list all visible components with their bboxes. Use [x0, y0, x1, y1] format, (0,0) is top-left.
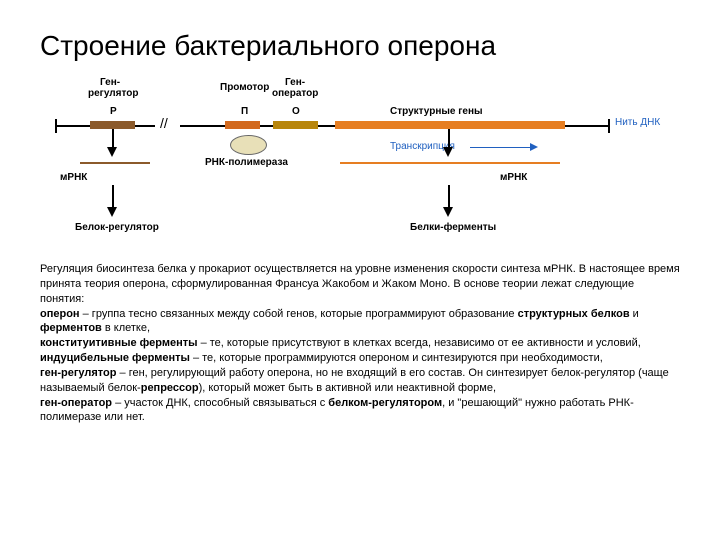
transcription-arrow-line: [470, 147, 530, 148]
operon-diagram: Ген- регулятор Промотор Ген- оператор Р …: [40, 77, 680, 252]
arrow-stem-1: [112, 129, 114, 147]
tick-right: [608, 119, 610, 133]
arrow-stem-4: [448, 185, 450, 207]
paragraph-3: конституитивные ферменты – те, которые п…: [40, 336, 680, 351]
segment-operator: [273, 121, 318, 129]
arrow-stem-2: [112, 185, 114, 207]
tick-left: [55, 119, 57, 133]
label-dna-thread: Нить ДНК: [615, 117, 660, 128]
label-gene-regulator-1: Ген-: [100, 77, 120, 88]
arrow-head-2: [107, 207, 117, 217]
label-pi: П: [241, 106, 248, 117]
paragraph-5: ген-регулятор – ген, регулирующий работу…: [40, 366, 680, 396]
label-structural-genes: Структурные гены: [390, 106, 483, 117]
arrow-head-4: [443, 207, 453, 217]
arrow-stem-3: [448, 129, 450, 147]
label-p: Р: [110, 106, 117, 117]
paragraph-6: ген-оператор – участок ДНК, способный св…: [40, 396, 680, 426]
rna-polymerase-shape: [230, 135, 267, 155]
arrow-head-3: [443, 147, 453, 157]
mrna-left-line: [80, 162, 150, 164]
label-o: О: [292, 106, 300, 117]
mrna-right-line: [340, 162, 560, 164]
label-rna-polymerase: РНК-полимераза: [205, 157, 288, 168]
label-gene-regulator-2: регулятор: [88, 88, 138, 99]
segment-regulator: [90, 121, 135, 129]
dna-break: //: [160, 115, 168, 131]
label-protein-regulator: Белок-регулятор: [75, 222, 159, 233]
label-promoter: Промотор: [220, 82, 269, 93]
paragraph-1: Регуляция биосинтеза белка у прокариот о…: [40, 262, 680, 307]
label-protein-enzymes: Белки-ферменты: [410, 222, 496, 233]
body-text: Регуляция биосинтеза белка у прокариот о…: [40, 262, 680, 425]
arrow-head-1: [107, 147, 117, 157]
transcription-arrow-head: [530, 143, 538, 151]
paragraph-2: оперон – группа тесно связанных между со…: [40, 307, 680, 337]
segment-promoter: [225, 121, 260, 129]
label-mrna-left: мРНК: [60, 172, 87, 183]
label-mrna-right: мРНК: [500, 172, 527, 183]
segment-structural: [335, 121, 565, 129]
page-title: Строение бактериального оперона: [40, 30, 680, 62]
paragraph-4: индуцибельные ферменты – те, которые про…: [40, 351, 680, 366]
label-gene-operator-1: Ген-: [285, 77, 305, 88]
label-gene-operator-2: оператор: [272, 88, 318, 99]
